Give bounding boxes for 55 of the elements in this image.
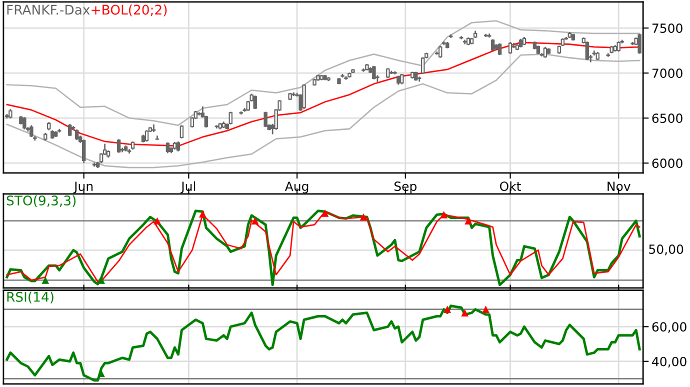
candlestick [585,40,590,61]
line-series [6,20,640,126]
candlestick [253,94,257,110]
candlestick [228,111,233,126]
candlestick [176,140,180,152]
y-tick-label: 7500 [652,24,682,33]
point [482,306,490,313]
candlestick [386,67,390,79]
y-tick-label: 60,00 [652,322,686,333]
x-tick-label: Sep [394,182,416,194]
text: 50,00 [649,244,684,256]
candlestick [68,123,72,137]
point [98,370,105,378]
candlestick [144,130,149,142]
candlestick [421,56,425,75]
candlestick [616,40,620,52]
x-tick-label: Aug [284,182,308,194]
point [154,217,161,225]
text: STO(9,3,3) [6,195,76,208]
x-tick-label: Jun [73,182,93,194]
line-series [6,304,641,382]
candlestick [82,138,86,164]
candlestick [372,65,376,80]
x-tick-label: Nov [608,182,630,191]
point [461,309,468,316]
candlestick [302,84,306,110]
point [444,306,452,313]
candlestick [74,128,79,141]
y-tick-label: 40,00 [652,356,686,368]
candlestick [400,73,404,86]
candlestick [116,138,121,154]
point [321,209,329,217]
line-series [6,42,640,147]
point [199,210,206,218]
x-tick-label: Okt [500,181,521,191]
point [42,276,50,284]
candlestick [438,45,442,58]
point [360,213,368,221]
text: +BOL(20;2) [92,4,167,16]
y-tick-label: 7000 [652,68,682,78]
candlestick [543,46,548,58]
point [251,217,259,225]
candlestick [8,108,12,120]
point [464,217,472,225]
candlestick [30,124,34,138]
candlestick [264,111,268,128]
text: RSI(14) [7,292,54,304]
y-tick-label: 6000 [652,158,682,168]
y-tick-label: 6500 [652,114,682,123]
candlestick [22,116,26,130]
candlestick [180,124,184,140]
line-series [6,53,640,168]
chart-title: FRANKF.-Dax [7,4,90,15]
x-tick-label: Jul [180,181,196,194]
point [440,211,448,218]
